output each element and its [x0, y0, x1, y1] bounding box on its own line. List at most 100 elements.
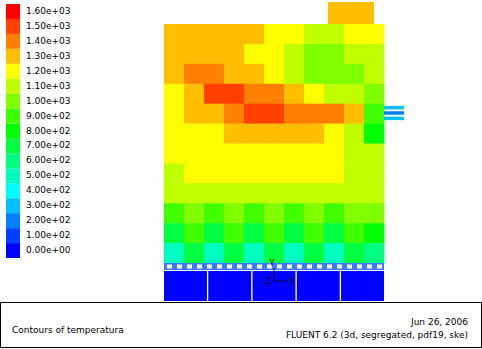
- triad-axis: [274, 281, 287, 282]
- contour-cell: [364, 243, 385, 263]
- colorbar-label: 4.00e+02: [26, 185, 71, 195]
- contour-cell: [284, 64, 305, 84]
- figure: 0.00e+001.00e+022.00e+023.00e+024.00e+02…: [0, 0, 482, 349]
- colorbar: 0.00e+001.00e+022.00e+023.00e+024.00e+02…: [6, 4, 71, 258]
- contour-cell: [364, 203, 385, 223]
- contour-cell: [284, 84, 305, 104]
- contour-cell: [284, 44, 305, 64]
- contour-cell: [324, 163, 345, 183]
- grate-slot: [367, 265, 372, 269]
- contour-cell: [324, 44, 345, 64]
- contour-cell: [204, 64, 225, 84]
- contour-cell: [244, 243, 265, 263]
- contour-cell: [344, 124, 365, 144]
- contour-cell: [324, 203, 345, 223]
- contour-cell: [264, 84, 285, 104]
- colorbar-swatch: [6, 64, 20, 79]
- contour-cell: [184, 243, 205, 263]
- contour-cell: [264, 183, 285, 203]
- contour-cell: [184, 183, 205, 203]
- contour-cell: [244, 223, 265, 243]
- contour-cell: [344, 243, 365, 263]
- contour-cell: [364, 84, 385, 104]
- contour-cell: [204, 163, 225, 183]
- contour-cell: [284, 24, 305, 44]
- contour-cell: [324, 124, 345, 144]
- grate-slot: [247, 265, 252, 269]
- contour-cell: [284, 144, 305, 164]
- contour-cell: [184, 84, 205, 104]
- triad-label: X: [289, 277, 295, 286]
- colorbar-label: 1.20e+03: [26, 66, 71, 76]
- colorbar-label: 6.00e+02: [26, 155, 71, 165]
- ash-pit-block: [208, 271, 251, 301]
- contour-cell: [244, 163, 265, 183]
- triad-label: Y: [269, 259, 275, 268]
- grate-slot: [287, 265, 292, 269]
- contour-cell: [344, 163, 365, 183]
- colorbar-swatch: [6, 124, 20, 139]
- colorbar-label: 1.60e+03: [26, 6, 71, 16]
- contour-cell: [204, 183, 225, 203]
- contour-cell: [264, 64, 285, 84]
- contour-cell: [284, 163, 305, 183]
- colorbar-label: 1.00e+02: [26, 230, 71, 240]
- contour-cell: [304, 84, 325, 104]
- grate-slot: [277, 265, 282, 269]
- contour-cell: [244, 44, 265, 64]
- grate-slot: [227, 265, 232, 269]
- contour-field: [164, 2, 404, 301]
- colorbar-swatch: [6, 183, 20, 198]
- date: Jun 26, 2006: [410, 317, 468, 327]
- colorbar-swatch: [6, 153, 20, 168]
- colorbar-label: 8.00e+02: [26, 126, 71, 136]
- contour-cell: [164, 144, 185, 164]
- contour-cell: [304, 163, 325, 183]
- contour-cell: [224, 243, 245, 263]
- contour-cell: [264, 24, 285, 44]
- contour-cell: [224, 163, 245, 183]
- grate-slot: [167, 265, 172, 269]
- contour-cell: [304, 124, 325, 144]
- contour-cell: [344, 223, 365, 243]
- colorbar-label: 1.40e+03: [26, 36, 71, 46]
- footer: FLUENT 6.2 (3d, segregated, pdf19, ske): [286, 330, 468, 340]
- contour-cell: [364, 44, 385, 64]
- contour-cell: [224, 44, 245, 64]
- grate-slot: [237, 265, 242, 269]
- colorbar-label: 5.00e+02: [26, 170, 71, 180]
- contour-cell: [244, 64, 265, 84]
- contour-cell: [164, 203, 185, 223]
- grate-slot: [377, 265, 382, 269]
- contour-cell: [164, 223, 185, 243]
- ash-pit-block: [297, 271, 340, 301]
- contour-cell: [304, 64, 325, 84]
- colorbar-swatch: [6, 79, 20, 94]
- contour-cell: [324, 183, 345, 203]
- grate-slot: [187, 265, 192, 269]
- contour-cell: [164, 64, 185, 84]
- contour-cell: [164, 163, 185, 183]
- contour-cell: [244, 104, 265, 124]
- grate-slot: [177, 265, 182, 269]
- contour-cell: [284, 124, 305, 144]
- grate-slot: [337, 265, 342, 269]
- contour-cell: [164, 104, 185, 124]
- colorbar-swatch: [6, 243, 20, 258]
- contour-cell: [184, 223, 205, 243]
- contour-cell: [364, 144, 385, 164]
- contour-cell: [284, 203, 305, 223]
- grate-slot: [357, 265, 362, 269]
- contour-cell: [264, 144, 285, 164]
- contour-cell: [204, 203, 225, 223]
- contour-cell: [164, 24, 185, 44]
- contour-cell: [324, 104, 345, 124]
- colorbar-label: 1.30e+03: [26, 51, 71, 61]
- contour-cell: [364, 124, 385, 144]
- colorbar-label: 1.50e+03: [26, 21, 71, 31]
- contour-cell: [304, 44, 325, 64]
- inlet-jet: [384, 117, 404, 120]
- contour-cell: [244, 183, 265, 203]
- contour-cell: [324, 64, 345, 84]
- contour-cell: [244, 144, 265, 164]
